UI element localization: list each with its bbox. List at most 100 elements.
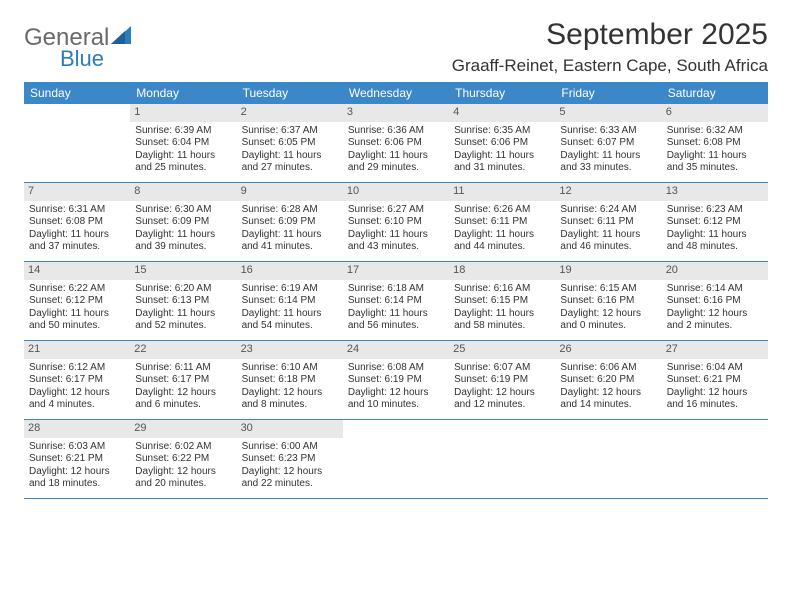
sunrise-text: Sunrise: 6:02 AM	[135, 441, 231, 454]
day-number: 5	[555, 104, 661, 122]
day-cell	[662, 420, 768, 498]
day-cell: 4Sunrise: 6:35 AMSunset: 6:06 PMDaylight…	[449, 104, 555, 182]
sunset-text: Sunset: 6:10 PM	[348, 216, 444, 229]
calendar-page: General Blue September 2025 Graaff-Reine…	[0, 0, 792, 499]
sunrise-text: Sunrise: 6:07 AM	[454, 362, 550, 375]
day-cell: 5Sunrise: 6:33 AMSunset: 6:07 PMDaylight…	[555, 104, 661, 182]
day-number: 19	[555, 262, 661, 280]
day2-text: and 29 minutes.	[348, 162, 444, 175]
weekday-header: Sunday	[24, 82, 130, 104]
day-cell: 14Sunrise: 6:22 AMSunset: 6:12 PMDayligh…	[24, 262, 130, 340]
day1-text: Daylight: 12 hours	[242, 387, 338, 400]
week-row: 21Sunrise: 6:12 AMSunset: 6:17 PMDayligh…	[24, 341, 768, 420]
day-cell: 1 Sunrise: 6:39 AMSunset: 6:04 PMDaylight…	[130, 104, 236, 182]
sunset-text: Sunset: 6:08 PM	[667, 137, 763, 150]
day1-text: Daylight: 12 hours	[29, 466, 125, 479]
weekday-header: Wednesday	[343, 82, 449, 104]
sunrise-text: Sunrise: 6:23 AM	[667, 204, 763, 217]
sunset-text: Sunset: 6:11 PM	[560, 216, 656, 229]
day-cell: 6Sunrise: 6:32 AMSunset: 6:08 PMDaylight…	[662, 104, 768, 182]
day2-text: and 6 minutes.	[135, 399, 231, 412]
day1-text: Daylight: 11 hours	[29, 308, 125, 321]
day1-text: Daylight: 11 hours	[348, 150, 444, 163]
day-number: 17	[343, 262, 449, 280]
sunrise-text: Sunrise: 6:14 AM	[667, 283, 763, 296]
day-cell: 19Sunrise: 6:15 AMSunset: 6:16 PMDayligh…	[555, 262, 661, 340]
sunset-text: Sunset: 6:17 PM	[29, 374, 125, 387]
day-cell: 23Sunrise: 6:10 AMSunset: 6:18 PMDayligh…	[237, 341, 343, 419]
day2-text: and 4 minutes.	[29, 399, 125, 412]
day1-text: Daylight: 11 hours	[135, 308, 231, 321]
sunset-text: Sunset: 6:15 PM	[454, 295, 550, 308]
day-number: 13	[662, 183, 768, 201]
sunset-text: Sunset: 6:04 PM	[135, 137, 231, 150]
day-number: 12	[555, 183, 661, 201]
day2-text: and 33 minutes.	[560, 162, 656, 175]
sunrise-text: Sunrise: 6:12 AM	[29, 362, 125, 375]
day1-text: Daylight: 12 hours	[29, 387, 125, 400]
sunrise-text: Sunrise: 6:06 AM	[560, 362, 656, 375]
day-cell: 8Sunrise: 6:30 AMSunset: 6:09 PMDaylight…	[130, 183, 236, 261]
sunrise-text: Sunrise: 6:15 AM	[560, 283, 656, 296]
day2-text: and 37 minutes.	[29, 241, 125, 254]
week-row: 7Sunrise: 6:31 AMSunset: 6:08 PMDaylight…	[24, 183, 768, 262]
week-row: 14Sunrise: 6:22 AMSunset: 6:12 PMDayligh…	[24, 262, 768, 341]
day-number: 14	[24, 262, 130, 280]
sunrise-text: Sunrise: 6:39 AM	[135, 125, 231, 138]
sunset-text: Sunset: 6:13 PM	[135, 295, 231, 308]
day1-text: Daylight: 11 hours	[135, 229, 231, 242]
day-cell: 27Sunrise: 6:04 AMSunset: 6:21 PMDayligh…	[662, 341, 768, 419]
day1-text: Daylight: 11 hours	[667, 229, 763, 242]
day-number: 4	[449, 104, 555, 122]
day2-text: and 14 minutes.	[560, 399, 656, 412]
sunset-text: Sunset: 6:14 PM	[348, 295, 444, 308]
day2-text: and 16 minutes.	[667, 399, 763, 412]
day-number: 29	[130, 420, 236, 438]
day-number: 1	[130, 104, 236, 122]
day1-text: Daylight: 11 hours	[29, 229, 125, 242]
day-cell: 25Sunrise: 6:07 AMSunset: 6:19 PMDayligh…	[449, 341, 555, 419]
weekday-header-row: Sunday Monday Tuesday Wednesday Thursday…	[24, 82, 768, 104]
day1-text: Daylight: 11 hours	[348, 308, 444, 321]
weeks-container: 1Sunrise: 6:39 AMSunset: 6:04 PMDaylight…	[24, 104, 768, 499]
day1-text: Daylight: 11 hours	[135, 150, 231, 163]
day-cell: 18Sunrise: 6:16 AMSunset: 6:15 PMDayligh…	[449, 262, 555, 340]
day-number: 11	[449, 183, 555, 201]
sunrise-text: Sunrise: 6:19 AM	[242, 283, 338, 296]
day-cell	[343, 420, 449, 498]
day2-text: and 27 minutes.	[242, 162, 338, 175]
day-cell: 17 Sunrise: 6:18 AMSunset: 6:14 PMDayligh…	[343, 262, 449, 340]
day1-text: Daylight: 12 hours	[667, 308, 763, 321]
day2-text: and 0 minutes.	[560, 320, 656, 333]
day-number: 26	[555, 341, 661, 359]
day2-text: and 10 minutes.	[348, 399, 444, 412]
sunrise-text: Sunrise: 6:36 AM	[348, 125, 444, 138]
day-cell: 13Sunrise: 6:23 AMSunset: 6:12 PMDayligh…	[662, 183, 768, 261]
day2-text: and 20 minutes.	[135, 478, 231, 491]
day1-text: Daylight: 12 hours	[667, 387, 763, 400]
day2-text: and 56 minutes.	[348, 320, 444, 333]
day-cell: 28Sunrise: 6:03 AMSunset: 6:21 PMDayligh…	[24, 420, 130, 498]
day-cell: 26Sunrise: 6:06 AMSunset: 6:20 PMDayligh…	[555, 341, 661, 419]
sunset-text: Sunset: 6:21 PM	[667, 374, 763, 387]
day-cell	[555, 420, 661, 498]
day1-text: Daylight: 11 hours	[454, 229, 550, 242]
day-cell: 16Sunrise: 6:19 AMSunset: 6:14 PMDayligh…	[237, 262, 343, 340]
title-block: September 2025 Graaff-Reinet, Eastern Ca…	[452, 18, 768, 76]
day2-text: and 50 minutes.	[29, 320, 125, 333]
day1-text: Daylight: 11 hours	[242, 229, 338, 242]
sunrise-text: Sunrise: 6:04 AM	[667, 362, 763, 375]
sunrise-text: Sunrise: 6:18 AM	[348, 283, 444, 296]
day-number: 21	[24, 341, 130, 359]
sunrise-text: Sunrise: 6:31 AM	[29, 204, 125, 217]
sunrise-text: Sunrise: 6:03 AM	[29, 441, 125, 454]
day-cell: 20Sunrise: 6:14 AMSunset: 6:16 PMDayligh…	[662, 262, 768, 340]
day-number: 6	[662, 104, 768, 122]
day1-text: Daylight: 12 hours	[454, 387, 550, 400]
day-cell: 9Sunrise: 6:28 AMSunset: 6:09 PMDaylight…	[237, 183, 343, 261]
sunset-text: Sunset: 6:08 PM	[29, 216, 125, 229]
sunset-text: Sunset: 6:16 PM	[667, 295, 763, 308]
day-cell: 2Sunrise: 6:37 AMSunset: 6:05 PMDaylight…	[237, 104, 343, 182]
day-cell: 12Sunrise: 6:24 AMSunset: 6:11 PMDayligh…	[555, 183, 661, 261]
sunrise-text: Sunrise: 6:33 AM	[560, 125, 656, 138]
